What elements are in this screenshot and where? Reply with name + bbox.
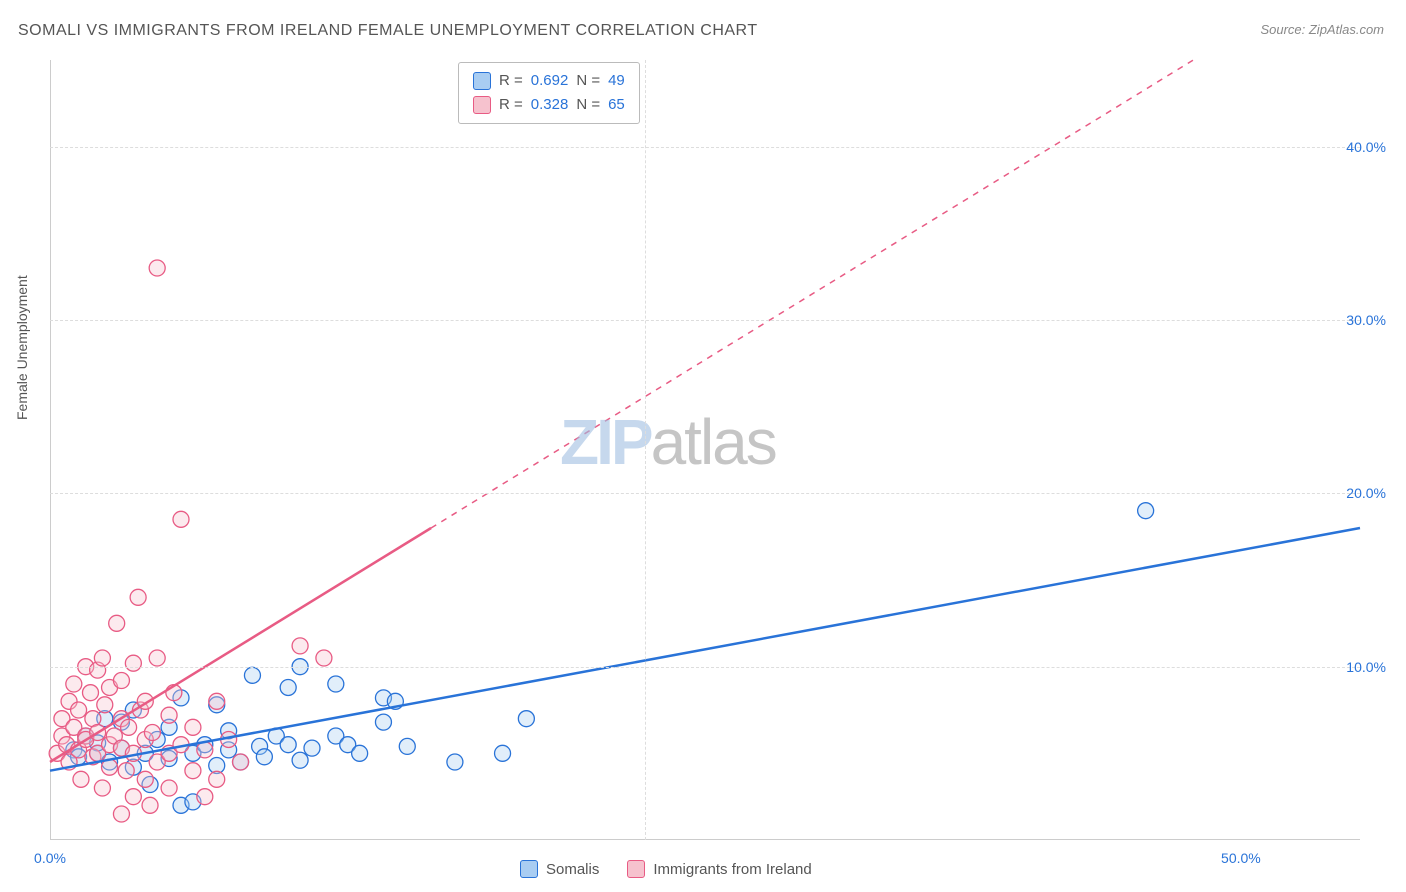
- data-point: [292, 638, 308, 654]
- legend-item: Somalis: [520, 860, 599, 878]
- data-point: [142, 797, 158, 813]
- gridline-horizontal: [50, 147, 1360, 148]
- legend-swatch: [520, 860, 538, 878]
- x-tick-label: 0.0%: [34, 850, 66, 866]
- correlation-legend: R = 0.692 N = 49R = 0.328 N = 65: [458, 62, 640, 124]
- data-point: [244, 667, 260, 683]
- data-point: [1138, 503, 1154, 519]
- data-point: [518, 711, 534, 727]
- data-point: [280, 737, 296, 753]
- legend-row: R = 0.328 N = 65: [473, 93, 625, 117]
- data-point: [399, 738, 415, 754]
- data-point: [125, 789, 141, 805]
- data-point: [185, 719, 201, 735]
- y-axis-label: Female Unemployment: [14, 275, 30, 420]
- trendline: [50, 528, 431, 762]
- data-point: [185, 763, 201, 779]
- data-point: [113, 673, 129, 689]
- data-point: [209, 693, 225, 709]
- legend-label: Immigrants from Ireland: [653, 861, 811, 878]
- source-attribution: Source: ZipAtlas.com: [1260, 22, 1384, 37]
- data-point: [375, 714, 391, 730]
- data-point: [173, 511, 189, 527]
- data-point: [149, 260, 165, 276]
- data-point: [280, 679, 296, 695]
- legend-text: R =: [499, 69, 523, 93]
- chart-title: SOMALI VS IMMIGRANTS FROM IRELAND FEMALE…: [18, 22, 758, 40]
- data-point: [233, 754, 249, 770]
- legend-r-value: 0.328: [531, 93, 569, 117]
- data-point: [82, 685, 98, 701]
- legend-n-value: 49: [608, 69, 625, 93]
- data-point: [256, 749, 272, 765]
- legend-label: Somalis: [546, 861, 599, 878]
- data-point: [447, 754, 463, 770]
- data-point: [161, 780, 177, 796]
- data-point: [97, 697, 113, 713]
- gridline-vertical: [645, 60, 646, 840]
- legend-r-value: 0.692: [531, 69, 569, 93]
- trendline: [50, 528, 1360, 771]
- legend-swatch: [473, 96, 491, 114]
- legend-item: Immigrants from Ireland: [627, 860, 811, 878]
- legend-text: N =: [576, 69, 600, 93]
- data-point: [197, 789, 213, 805]
- gridline-horizontal: [50, 493, 1360, 494]
- legend-text: N =: [576, 93, 600, 117]
- y-tick-label: 40.0%: [1346, 139, 1386, 155]
- data-point: [118, 763, 134, 779]
- legend-swatch: [473, 72, 491, 90]
- data-point: [109, 615, 125, 631]
- data-point: [316, 650, 332, 666]
- data-point: [209, 771, 225, 787]
- legend-swatch: [627, 860, 645, 878]
- y-tick-label: 30.0%: [1346, 312, 1386, 328]
- data-point: [71, 702, 87, 718]
- data-point: [149, 650, 165, 666]
- data-point: [121, 719, 137, 735]
- data-point: [94, 780, 110, 796]
- data-point: [292, 752, 308, 768]
- data-point: [73, 771, 89, 787]
- data-point: [130, 589, 146, 605]
- data-point: [352, 745, 368, 761]
- data-point: [66, 676, 82, 692]
- data-point: [137, 771, 153, 787]
- y-tick-label: 20.0%: [1346, 485, 1386, 501]
- plot-svg: [50, 60, 1360, 840]
- gridline-horizontal: [50, 320, 1360, 321]
- data-point: [125, 655, 141, 671]
- data-point: [304, 740, 320, 756]
- legend-row: R = 0.692 N = 49: [473, 69, 625, 93]
- trendline-dashed: [431, 60, 1193, 528]
- x-tick-label: 50.0%: [1221, 850, 1261, 866]
- data-point: [328, 676, 344, 692]
- data-point: [94, 650, 110, 666]
- data-point: [113, 806, 129, 822]
- y-tick-label: 10.0%: [1346, 659, 1386, 675]
- legend-n-value: 65: [608, 93, 625, 117]
- legend-text: R =: [499, 93, 523, 117]
- data-point: [161, 707, 177, 723]
- data-point: [144, 725, 160, 741]
- data-point: [495, 745, 511, 761]
- series-legend: Somalis Immigrants from Ireland: [520, 860, 812, 878]
- gridline-horizontal: [50, 667, 1360, 668]
